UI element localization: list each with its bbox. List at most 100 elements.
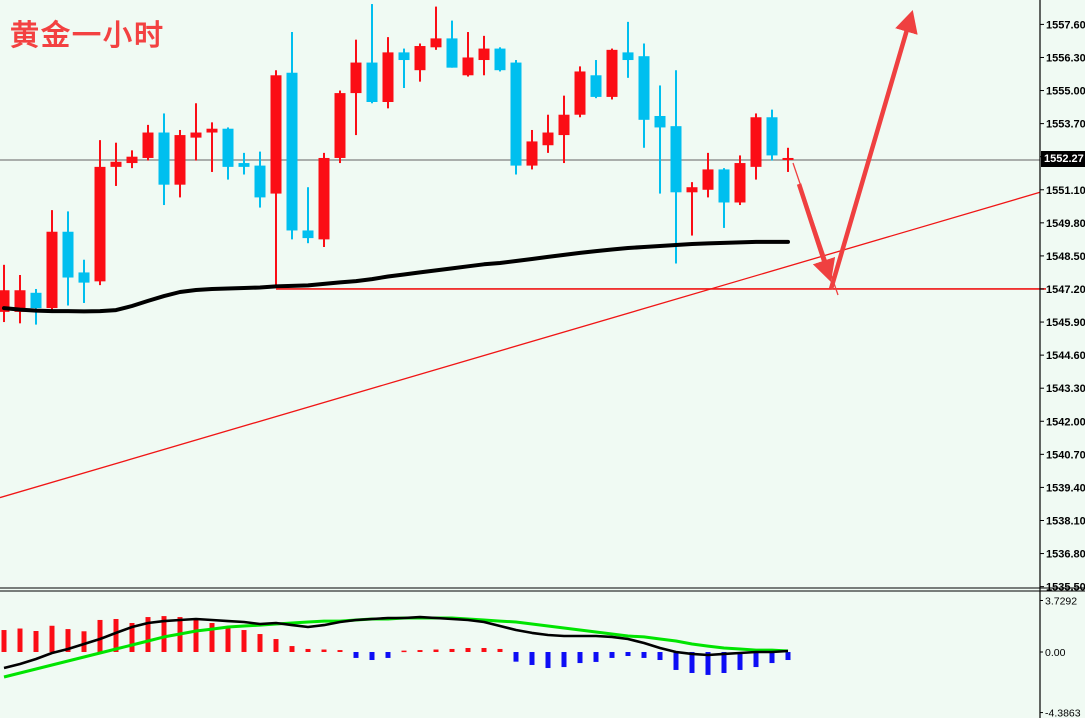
candle-body-bear xyxy=(622,52,634,61)
candle-body-bear xyxy=(286,72,298,231)
histogram-bar-positive xyxy=(449,648,455,652)
candles-layer xyxy=(0,4,794,325)
candle-body-bull xyxy=(734,163,746,203)
histogram-bar-positive xyxy=(49,625,55,652)
histogram-bar-positive xyxy=(417,650,423,652)
candle-body-bear xyxy=(590,75,602,97)
histogram-bar-positive xyxy=(113,618,119,652)
current-price-badge: 1552.27 xyxy=(1041,151,1085,167)
price-axis-label: 1553.70 xyxy=(1046,119,1085,131)
candle-body-bull xyxy=(462,57,474,76)
price-axis-label: 1540.70 xyxy=(1046,449,1085,461)
candle-body-bull xyxy=(782,157,794,160)
histogram-bar-negative xyxy=(689,652,695,673)
histogram-bar-negative xyxy=(721,652,727,673)
histogram-bar-positive xyxy=(161,616,167,652)
histogram-bar-positive xyxy=(129,622,135,652)
candle-body-bear xyxy=(158,132,170,185)
candle-body-bear xyxy=(78,272,90,283)
histogram-bar-negative xyxy=(609,652,615,658)
histogram-bar-positive xyxy=(241,630,247,652)
candle-body-bear xyxy=(494,48,506,71)
candle-body-bull xyxy=(142,132,154,158)
candle-body-bull xyxy=(270,75,282,194)
indicator-axis: 3.7292 0.00 -4.3863 xyxy=(1040,595,1081,718)
histogram-bar-negative xyxy=(625,652,631,657)
candle-body-bull xyxy=(206,128,218,133)
price-axis-label: 1535.50 xyxy=(1046,582,1085,594)
candle-body-bull xyxy=(686,187,698,193)
price-axis-label: 1547.20 xyxy=(1046,284,1085,296)
candle-body-bull xyxy=(526,141,538,166)
histogram-bar-negative xyxy=(561,652,567,668)
histogram-bar-positive xyxy=(209,622,215,652)
annotation-layer xyxy=(792,9,918,296)
candle-body-bull xyxy=(110,161,122,167)
candle-body-bear xyxy=(638,56,650,120)
candle-body-bear xyxy=(446,38,458,68)
histogram-bar-positive xyxy=(321,649,327,652)
histogram-bar-positive xyxy=(257,634,263,652)
up-arrow xyxy=(828,9,918,290)
price-axis-label: 1555.00 xyxy=(1046,86,1085,98)
histogram-bar-positive xyxy=(433,649,439,652)
histogram-bar-positive xyxy=(465,647,471,652)
candle-body-bull xyxy=(0,290,10,312)
candle-body-bear xyxy=(670,126,682,193)
price-axis-label: 1556.30 xyxy=(1046,52,1085,64)
candle-body-bull xyxy=(334,93,346,158)
candle-body-bull xyxy=(430,38,442,48)
price-axis-label: 1551.10 xyxy=(1046,185,1085,197)
price-axis-label: 1536.80 xyxy=(1046,549,1085,561)
down-arrow xyxy=(796,183,836,282)
candle-body-bear xyxy=(398,52,410,61)
histogram-bar-positive xyxy=(145,617,151,652)
separator-layer xyxy=(0,587,1085,592)
candle-body-bear xyxy=(510,62,522,166)
candle-body-bull xyxy=(190,132,202,138)
candle-body-bull xyxy=(542,132,554,146)
histogram-bar-positive xyxy=(17,628,23,652)
price-axis-label: 1543.30 xyxy=(1046,383,1085,395)
candle-body-bull xyxy=(702,169,714,190)
candle-body-bear xyxy=(302,230,314,239)
indicator-axis-label: 0.00 xyxy=(1045,647,1066,659)
candle-body-bull xyxy=(574,71,586,115)
macd-main-line xyxy=(3,615,789,670)
price-axis-label: 1548.50 xyxy=(1046,251,1085,263)
histogram-bar-negative xyxy=(513,652,519,662)
histogram-bar-negative xyxy=(657,652,663,661)
candle-body-bull xyxy=(382,52,394,102)
histogram-bar-negative xyxy=(673,652,679,670)
candle-body-bull xyxy=(46,231,58,309)
candle-body-bull xyxy=(126,156,138,164)
price-axis-label: 1549.80 xyxy=(1046,218,1085,230)
ma-layer xyxy=(2,239,790,314)
candle-body-bear xyxy=(718,169,730,203)
candle-body-bull xyxy=(14,290,26,312)
candle-body-bear xyxy=(654,115,666,128)
histogram-bar-positive xyxy=(481,647,487,652)
candle-body-bull xyxy=(350,62,362,94)
histogram-bar-negative xyxy=(529,652,535,665)
histogram-bar-positive xyxy=(305,648,311,652)
price-axis-label: 1557.60 xyxy=(1046,19,1085,31)
histogram-bar-positive xyxy=(81,631,87,652)
candle-body-bull xyxy=(558,114,570,136)
histogram-bar-negative xyxy=(785,652,791,661)
trendline-layer xyxy=(0,191,1046,499)
indicator-axis-label: -4.3863 xyxy=(1045,708,1081,718)
candle-body-bull xyxy=(606,49,618,97)
histogram-bar-negative xyxy=(545,652,551,669)
candle-body-bull xyxy=(174,135,186,185)
candle-body-bear xyxy=(30,292,42,309)
ma-line xyxy=(2,239,790,314)
histogram-bar-negative xyxy=(577,652,583,664)
price-axis-label: 1544.60 xyxy=(1046,350,1085,362)
histogram-bar-negative xyxy=(769,652,775,664)
histogram-bar-positive xyxy=(97,619,103,652)
histogram-bar-negative xyxy=(353,652,359,658)
price-axis-label: 1545.90 xyxy=(1046,317,1085,329)
